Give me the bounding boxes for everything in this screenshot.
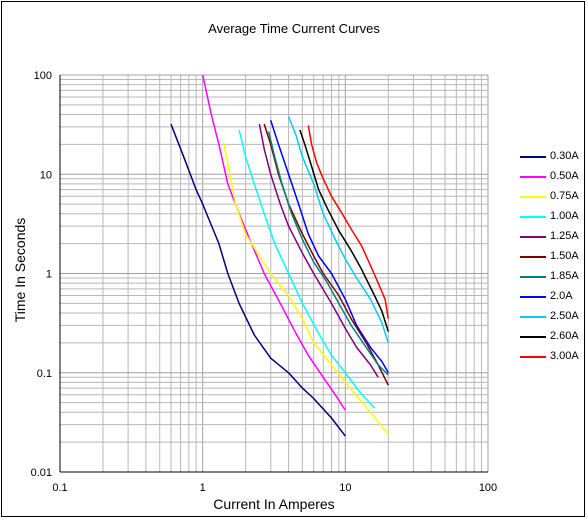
legend-item: 0.30A [520, 150, 586, 164]
legend-item: 3.00A [520, 350, 586, 364]
legend-item: 0.75A [520, 190, 586, 204]
legend-item: 1.00A [520, 210, 586, 224]
legend-swatch [520, 296, 546, 298]
legend-item: 1.50A [520, 250, 586, 264]
y-tick-label: 100 [34, 70, 52, 82]
legend-swatch [520, 216, 546, 218]
y-tick-label: 0.01 [31, 467, 52, 479]
legend-label: 2.60A [550, 330, 579, 342]
series-line-2.50A [287, 116, 390, 344]
x-tick-label: 0.1 [52, 482, 67, 494]
x-axis-label: Current In Amperes [213, 496, 335, 512]
legend-label: 0.50A [550, 170, 579, 182]
x-tick-label: 10 [339, 482, 351, 494]
legend-swatch [520, 276, 546, 278]
x-tick-label: 1 [200, 482, 206, 494]
legend-label: 2.50A [550, 310, 579, 322]
y-axis-label: Time In Seconds [12, 217, 28, 323]
legend-item: 1.85A [520, 270, 586, 284]
legend-swatch [520, 356, 546, 358]
legend-label: 1.50A [550, 250, 579, 262]
series-line-2.60A [299, 129, 390, 332]
legend-label: 0.75A [550, 190, 579, 202]
legend-item: 2.0A [520, 290, 586, 304]
legend-label: 3.00A [550, 350, 579, 362]
x-tick-label: 100 [479, 482, 497, 494]
series-line-1.50A [263, 123, 389, 386]
series-line-3.00A [307, 125, 390, 319]
legend-label: 0.30A [550, 150, 579, 162]
series-line-1.25A [258, 123, 379, 378]
legend-label: 1.00A [550, 210, 579, 222]
series-line-0.30A [170, 123, 346, 437]
legend-label: 1.25A [550, 230, 579, 242]
legend-swatch [520, 316, 546, 318]
y-tick-label: 0.1 [37, 368, 52, 380]
legend-item: 0.50A [520, 170, 586, 184]
y-tick-label: 10 [40, 169, 52, 181]
legend-swatch [520, 336, 546, 338]
legend-item: 1.25A [520, 230, 586, 244]
series-line-0.75A [222, 142, 389, 435]
legend-swatch [520, 256, 546, 258]
series-line-1.00A [238, 129, 376, 409]
legend-item: 2.60A [520, 330, 586, 344]
legend-label: 1.85A [550, 270, 579, 282]
legend-swatch [520, 196, 546, 198]
legend-swatch [520, 156, 546, 158]
chart-title: Average Time Current Curves [208, 21, 380, 36]
series-line-2.0A [269, 120, 389, 374]
legend-swatch [520, 236, 546, 238]
legend-swatch [520, 176, 546, 178]
legend-label: 2.0A [550, 290, 573, 302]
legend-item: 2.50A [520, 310, 586, 324]
y-tick-label: 1 [46, 269, 52, 281]
series-line-1.85A [267, 131, 389, 376]
series-line-0.50A [201, 74, 346, 411]
